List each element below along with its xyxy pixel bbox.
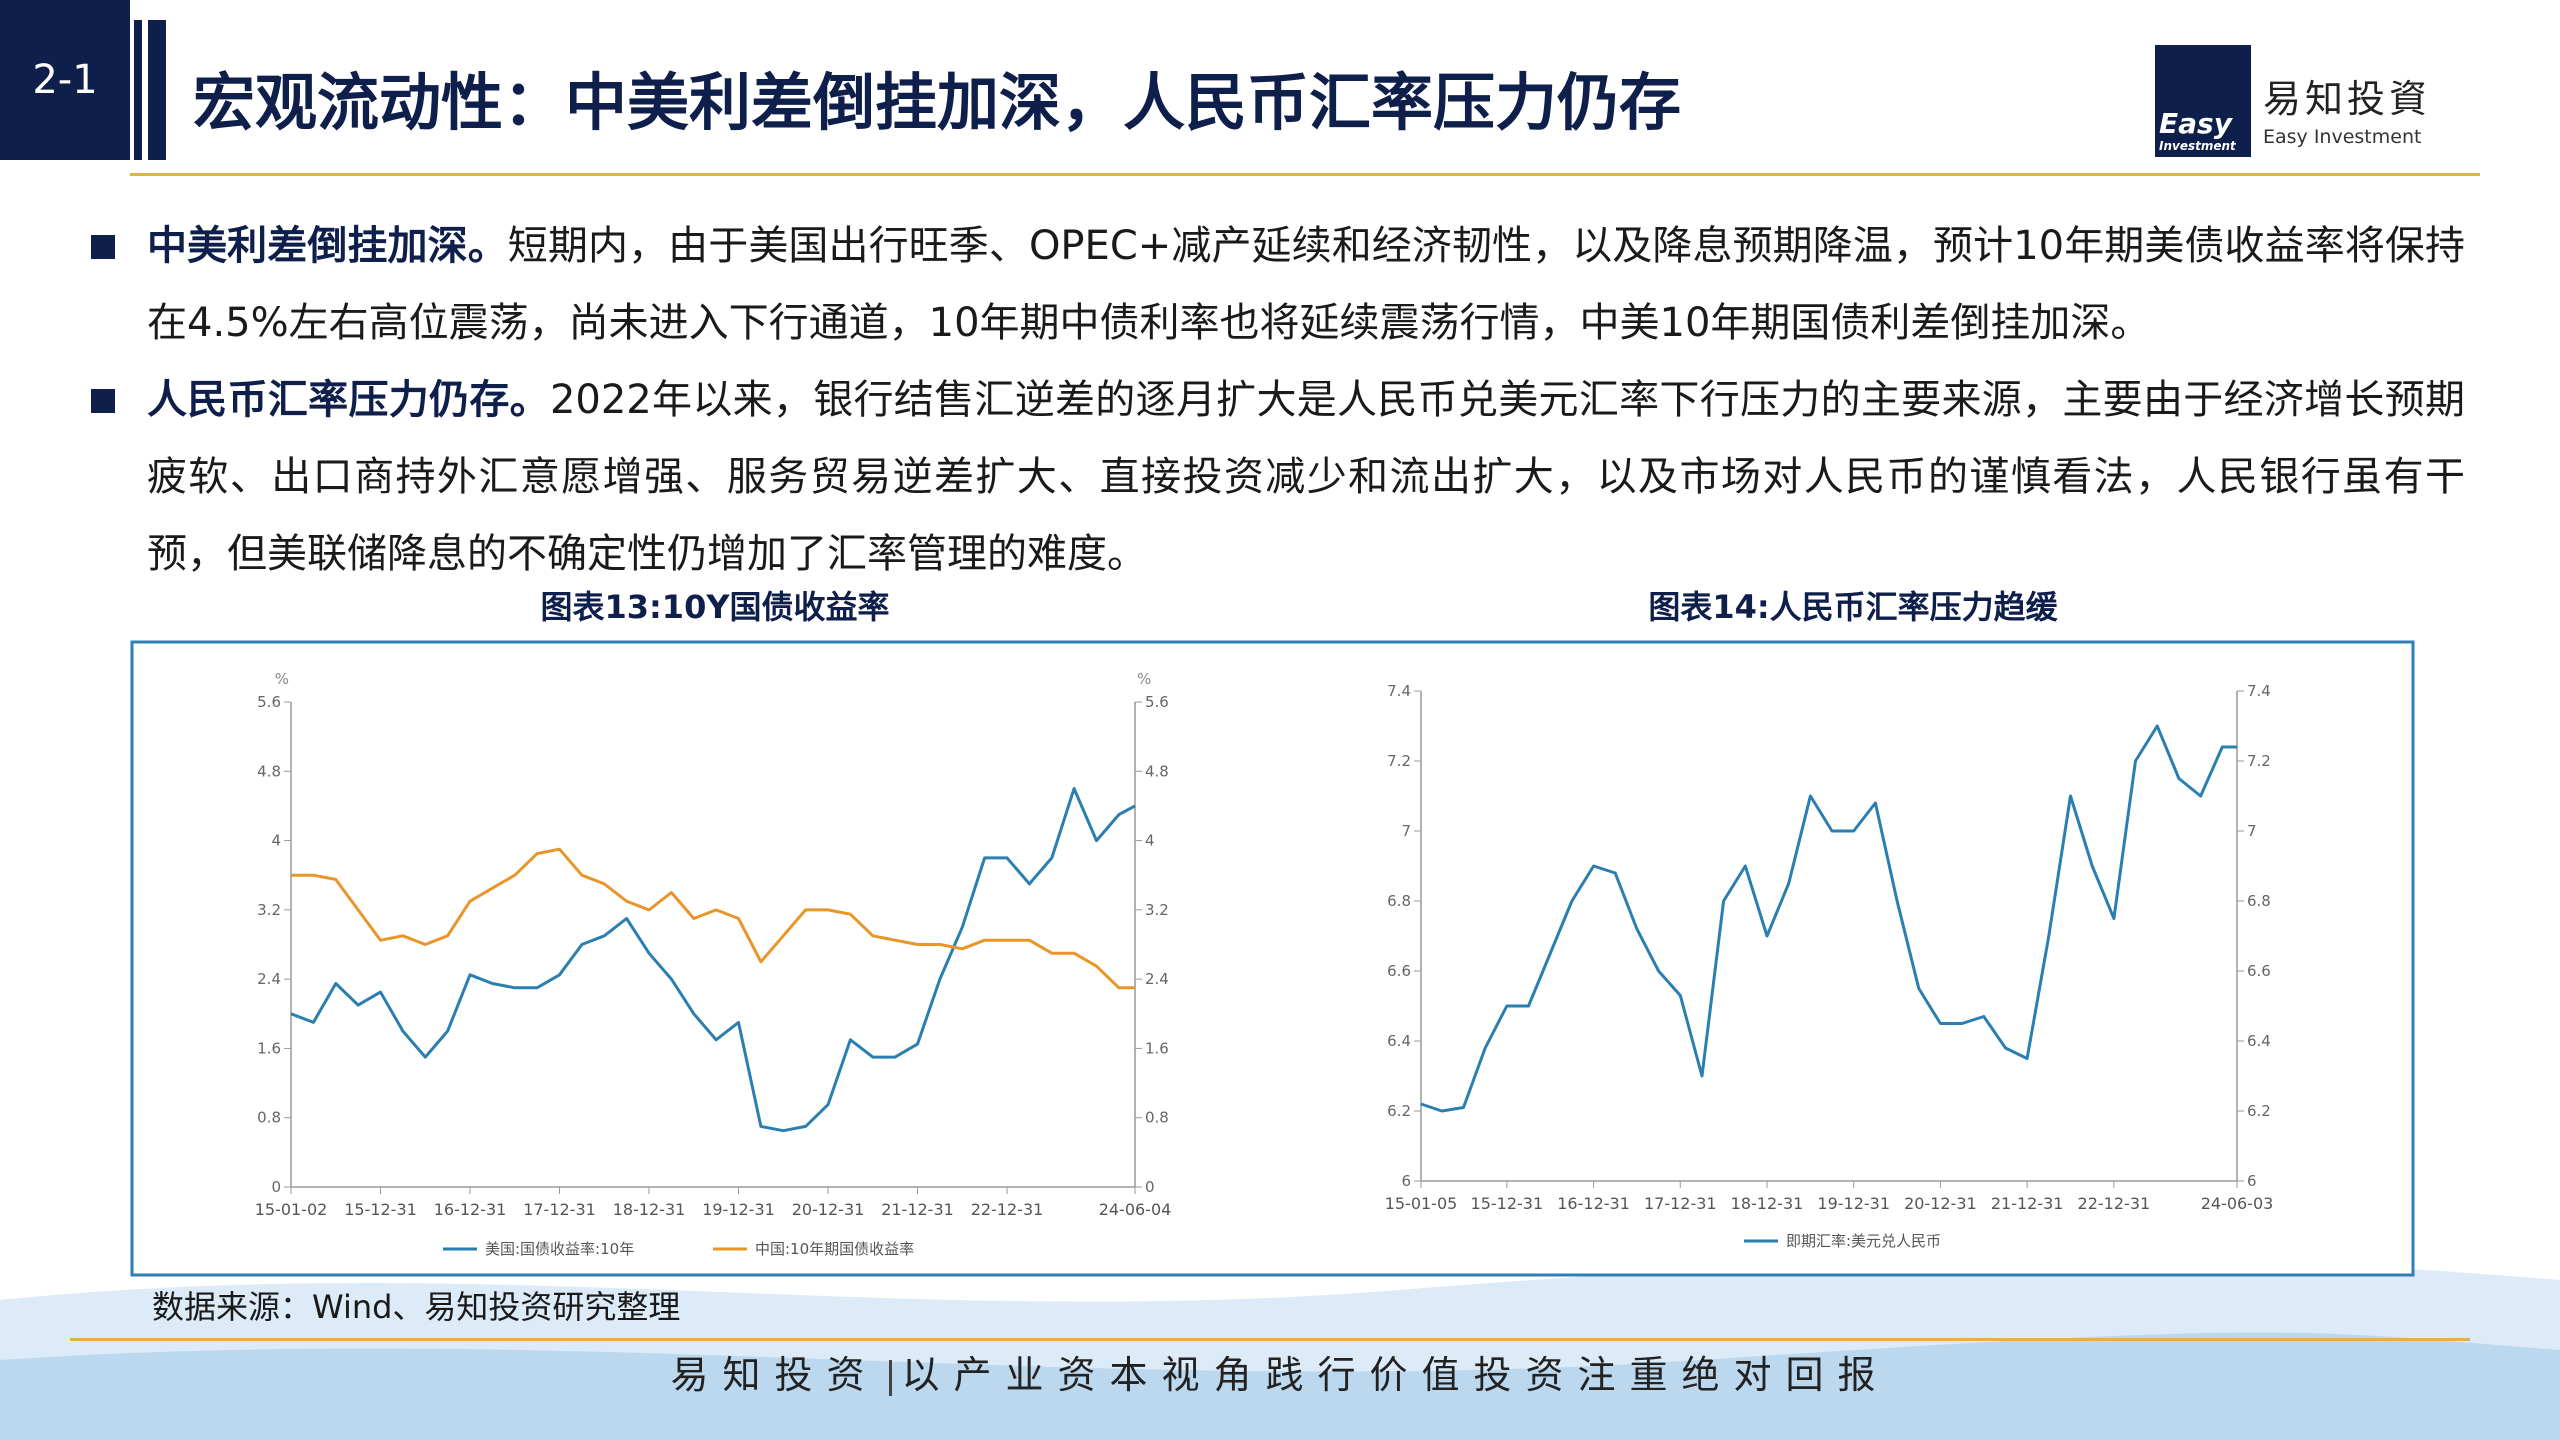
bullet-text: 短期内，由于美国出行旺季、OPEC+减产延续和经济韧性，以及降息预期降温，预计1…: [147, 223, 2465, 346]
y2-tick-label: 6: [2247, 1172, 2257, 1190]
x-tick-label: 20-12-31: [792, 1200, 865, 1219]
y-tick-label: 6.2: [1387, 1102, 1411, 1120]
footer-brand: 易知投资: [670, 1353, 879, 1397]
y-tick-label: 2.4: [257, 970, 281, 988]
chart-frame: [130, 640, 2415, 1277]
footer-slogan: 以产业资本视角践行价值投资注重绝对回报: [901, 1353, 1890, 1397]
chart-title: 图表13:10Y国债收益率: [540, 588, 889, 626]
x-tick-label: 22-12-31: [2078, 1194, 2151, 1213]
slide-title: 宏观流动性：中美利差倒挂加深，人民币汇率压力仍存: [193, 66, 1682, 139]
legend-label: 中国:10年期国债收益率: [755, 1240, 914, 1258]
y-tick-label: 5.6: [257, 693, 281, 711]
y2-tick-label: 0.8: [1145, 1109, 1169, 1127]
legend-label: 即期汇率:美元兑人民币: [1786, 1232, 1941, 1250]
bullet-text: 2022年以来，银行结售汇逆差的逐月扩大是人民币兑美元汇率下行压力的主要来源，主…: [147, 377, 2466, 577]
x-tick-label: 15-12-31: [344, 1200, 417, 1219]
x-tick-label: 21-12-31: [881, 1200, 954, 1219]
y2-tick-label: 3.2: [1145, 901, 1169, 919]
y2-tick-label: 6.2: [2247, 1102, 2271, 1120]
x-tick-label: 21-12-31: [1991, 1194, 2064, 1213]
logo-icon-subtext: Investment: [2159, 139, 2236, 153]
bullet-lead: 中美利差倒挂加深。: [147, 223, 508, 269]
y-tick-label: 0.8: [257, 1109, 281, 1127]
y2-tick-label: 4.8: [1145, 762, 1169, 780]
chart-title: 图表14:人民币汇率压力趋缓: [1648, 588, 2058, 626]
header-bar: [148, 20, 166, 160]
y2-tick-label: 7: [2247, 822, 2257, 840]
legend-label: 美国:国债收益率:10年: [485, 1240, 634, 1258]
y-tick-label: 3.2: [257, 901, 281, 919]
y2-tick-label: 4: [1145, 832, 1155, 850]
x-tick-label: 15-12-31: [1471, 1194, 1544, 1213]
x-tick-label: 16-12-31: [1557, 1194, 1630, 1213]
x-tick-label: 24-06-04: [1099, 1200, 1172, 1219]
y-tick-label: 1.6: [257, 1039, 281, 1057]
y-tick-label: 4: [271, 832, 281, 850]
x-tick-label: 15-01-02: [255, 1200, 328, 1219]
x-tick-label: 19-12-31: [702, 1200, 775, 1219]
section-number: 2-1: [0, 0, 130, 160]
wave: [0, 1332, 2560, 1440]
logo-name: 易知投資: [2263, 77, 2432, 121]
x-tick-label: 15-01-05: [1385, 1194, 1458, 1213]
logo-icon-text: Easy: [2159, 107, 2232, 140]
divider: [70, 1338, 2470, 1341]
x-tick-label: 18-12-31: [1731, 1194, 1804, 1213]
x-tick-label: 22-12-31: [971, 1200, 1044, 1219]
y2-tick-label: 1.6: [1145, 1039, 1169, 1057]
x-tick-label: 19-12-31: [1817, 1194, 1890, 1213]
y2-tick-label: 6.4: [2247, 1032, 2271, 1050]
x-tick-label: 18-12-31: [613, 1200, 686, 1219]
logo-english: Easy Investment: [2263, 126, 2422, 148]
y-tick-label: 6: [1401, 1172, 1411, 1190]
x-tick-label: 24-06-03: [2201, 1194, 2274, 1213]
footer-divider: [888, 1359, 892, 1396]
y-tick-label: 4.8: [257, 762, 281, 780]
y2-tick-label: 6.8: [2247, 892, 2271, 910]
y-tick-label: 7.2: [1387, 752, 1411, 770]
y2-tick-label: 7.4: [2247, 682, 2271, 700]
line-series: [291, 847, 1135, 990]
header-bar: [134, 20, 142, 160]
bullet-list: 中美利差倒挂加深。短期内，由于美国出行旺季、OPEC+减产延续和经济韧性，以及降…: [91, 208, 2466, 593]
y2-tick-label: 0: [1145, 1178, 1155, 1196]
y-tick-label: 7: [1401, 822, 1411, 840]
y-tick-label: 6.6: [1387, 962, 1411, 980]
x-tick-label: 17-12-31: [523, 1200, 596, 1219]
y2-tick-label: 7.2: [2247, 752, 2271, 770]
y-tick-label: 6.8: [1387, 892, 1411, 910]
y-tick-label: 6.4: [1387, 1032, 1411, 1050]
divider: [130, 173, 2480, 176]
logo-icon: Easy Investment: [2155, 45, 2251, 157]
y2-tick-label: 5.6: [1145, 693, 1169, 711]
source: 数据来源：Wind、易知投资研究整理: [152, 1288, 681, 1326]
x-tick-label: 16-12-31: [434, 1200, 507, 1219]
y2-unit: %: [1137, 670, 1151, 688]
bullet-lead: 人民币汇率压力仍存。: [147, 377, 550, 423]
y-tick-label: 0: [271, 1178, 281, 1196]
bullet: 中美利差倒挂加深。短期内，由于美国出行旺季、OPEC+减产延续和经济韧性，以及降…: [91, 208, 2465, 362]
x-tick-label: 17-12-31: [1644, 1194, 1717, 1213]
line-series: [290, 787, 1136, 1133]
y2-tick-label: 6.6: [2247, 962, 2271, 980]
x-tick-label: 20-12-31: [1904, 1194, 1977, 1213]
y-unit: %: [275, 670, 289, 688]
bullet: 人民币汇率压力仍存。2022年以来，银行结售汇逆差的逐月扩大是人民币兑美元汇率下…: [91, 362, 2466, 593]
footer: 易知投资 以产业资本视角践行价值投资注重绝对回报: [0, 1344, 2560, 1399]
y2-tick-label: 2.4: [1145, 970, 1169, 988]
y-tick-label: 7.4: [1387, 682, 1411, 700]
line-series: [1420, 724, 2237, 1113]
